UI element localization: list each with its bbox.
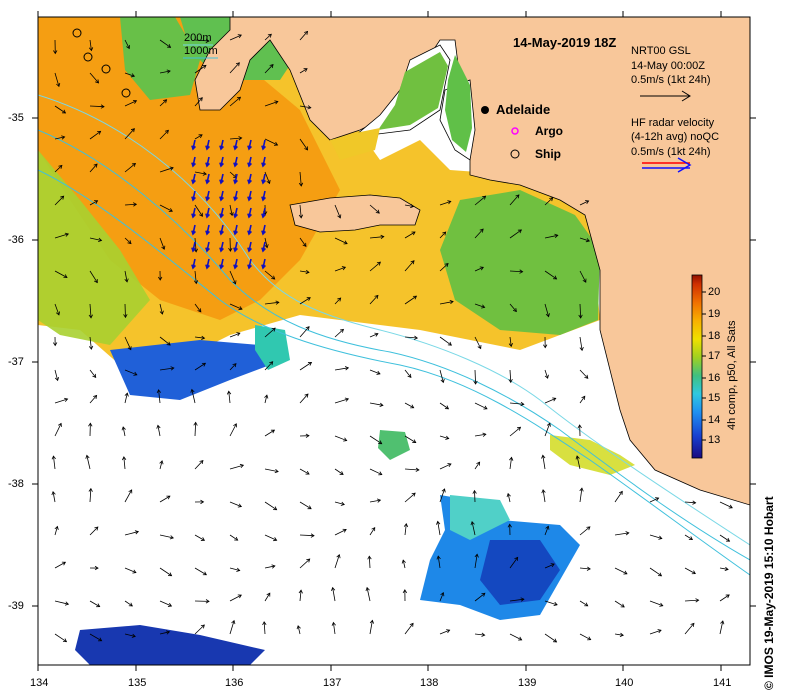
lon-tick-135: 135 bbox=[128, 677, 147, 689]
lon-tick-136: 136 bbox=[225, 677, 244, 689]
gsl-title: NRT00 GSL bbox=[631, 45, 691, 57]
hf-scale: 0.5m/s (1kt 24h) bbox=[631, 146, 711, 158]
cbar-tick-13: 13 bbox=[708, 434, 721, 446]
ship-label: Ship bbox=[535, 147, 561, 161]
cbar-tick-19: 19 bbox=[708, 308, 721, 320]
legend-1000m: 1000m bbox=[184, 45, 218, 57]
sst-green-gulf bbox=[440, 190, 600, 335]
isobath-200-line bbox=[38, 94, 750, 546]
mainland bbox=[194, 17, 750, 506]
current-arrows bbox=[51, 30, 733, 643]
sst-blue-west bbox=[110, 340, 270, 400]
sst-teal-patch bbox=[255, 325, 290, 370]
adelaide-label: Adelaide bbox=[496, 102, 551, 117]
isobath-1000-line bbox=[38, 129, 750, 561]
colorbar bbox=[691, 274, 703, 459]
argo-label: Argo bbox=[535, 124, 563, 138]
map-title: 14-May-2019 18Z bbox=[513, 35, 617, 50]
ship-marker bbox=[510, 149, 520, 159]
axis-ticks bbox=[32, 11, 756, 671]
sst-green-north bbox=[120, 17, 200, 100]
sst-green-west bbox=[38, 150, 150, 345]
sst-teal-south bbox=[450, 495, 510, 540]
adelaide-marker bbox=[481, 106, 489, 114]
copyright-text: © IMOS 19-May-2019 15:10 Hobart bbox=[762, 496, 776, 690]
cbar-tick-17: 17 bbox=[708, 350, 721, 362]
cbar-tick-16: 16 bbox=[708, 372, 721, 384]
colorbar-label: 4h comp, p50, All Sats bbox=[726, 320, 738, 430]
lat-tick-37: -37 bbox=[8, 356, 24, 368]
sst-deep-blue-south bbox=[480, 540, 560, 605]
gsl-scale-arrow bbox=[640, 90, 691, 102]
lat-tick-39: -39 bbox=[8, 600, 24, 612]
hf-scale-arrow bbox=[642, 157, 692, 173]
ship-positions bbox=[72, 28, 131, 98]
lat-tick-38: -38 bbox=[8, 478, 24, 490]
lon-tick-137: 137 bbox=[323, 677, 342, 689]
cbar-tick-20: 20 bbox=[708, 286, 721, 298]
argo-marker bbox=[511, 127, 519, 135]
cbar-tick-15: 15 bbox=[708, 392, 721, 404]
sst-blue-corner bbox=[75, 625, 265, 665]
hf-radar-arrows bbox=[191, 139, 266, 270]
lat-tick-35: -35 bbox=[8, 112, 24, 124]
plot-frame bbox=[37, 16, 751, 666]
lon-tick-141: 141 bbox=[713, 677, 732, 689]
sst-green-patch bbox=[378, 430, 410, 460]
kangaroo-island bbox=[289, 194, 421, 233]
isobaths bbox=[38, 94, 750, 576]
lat-tick-36: -36 bbox=[8, 234, 24, 246]
hf-title: HF radar velocity bbox=[631, 117, 715, 129]
lon-tick-134: 134 bbox=[30, 677, 49, 689]
gsl-time: 14-May 00:00Z bbox=[631, 60, 705, 72]
gsl-scale: 0.5m/s (1kt 24h) bbox=[631, 74, 711, 86]
sst-yellow-patch bbox=[550, 435, 635, 475]
gulf-sst bbox=[330, 52, 472, 160]
cbar-tick-18: 18 bbox=[708, 330, 721, 342]
hf-avg: (4-12h avg) noQC bbox=[631, 131, 720, 143]
lon-tick-140: 140 bbox=[615, 677, 634, 689]
cbar-tick-14: 14 bbox=[708, 414, 721, 426]
legend-200m: 200m bbox=[184, 32, 212, 44]
lon-tick-138: 138 bbox=[420, 677, 439, 689]
lon-tick-139: 139 bbox=[518, 677, 537, 689]
